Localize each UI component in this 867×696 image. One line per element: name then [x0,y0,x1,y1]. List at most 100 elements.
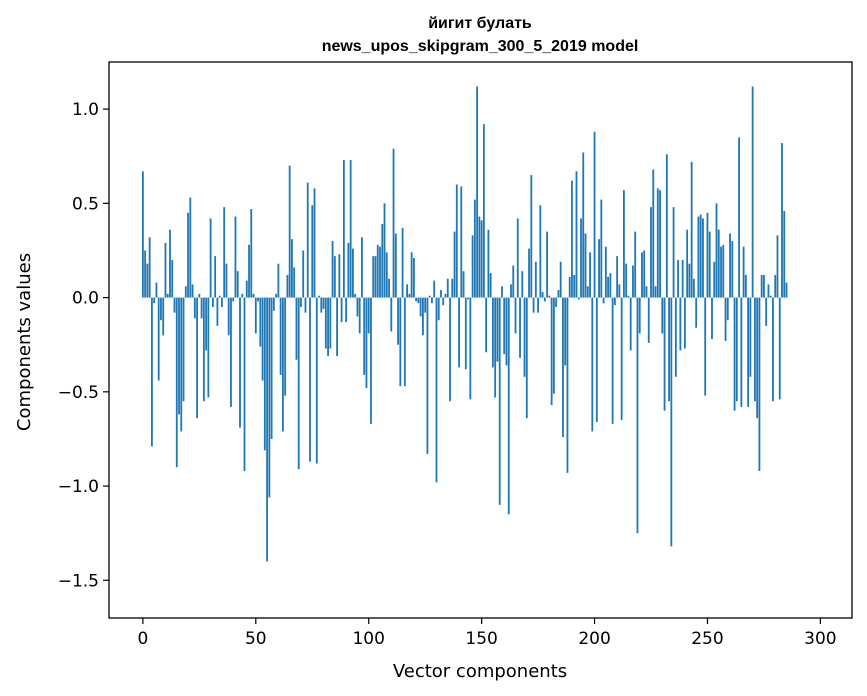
bar-214 [625,263,628,298]
bar-95 [356,297,359,317]
bar-199 [591,297,594,432]
bar-135 [446,278,449,298]
bar-173 [532,297,535,313]
bar-178 [543,297,546,302]
bar-146 [471,235,474,298]
bar-128 [431,297,433,304]
bar-89 [342,160,345,298]
bar-281 [776,235,779,298]
bar-204 [602,297,605,304]
bar-217 [632,265,634,298]
bar-114 [399,297,402,387]
bar-211 [618,284,621,298]
bar-261 [731,241,734,298]
bar-65 [288,165,291,298]
bar-20 [187,212,189,298]
bar-275 [763,274,765,298]
bar-170 [525,297,528,419]
bar-137 [451,278,454,298]
bar-66 [291,239,293,298]
bar-242 [688,263,691,298]
bar-73 [306,182,309,298]
bar-116 [403,297,406,387]
bar-101 [370,297,372,424]
y-tick-label: −1.5 [58,571,99,591]
bar-51 [257,297,259,302]
bar-257 [722,244,725,298]
bar-32 [214,256,217,298]
bar-21 [189,197,192,298]
bar-226 [652,169,655,298]
bar-109 [388,278,390,298]
y-tick-label: −0.5 [58,383,99,403]
bar-163 [510,284,512,298]
x-tick-label: 200 [578,629,610,649]
bar-112 [394,233,397,298]
bar-48 [250,209,253,298]
bar-249 [704,297,707,396]
bar-33 [216,297,219,326]
bar-247 [699,214,702,298]
bar-118 [408,293,411,298]
bar-100 [367,297,370,334]
bar-60 [277,263,280,298]
bar-124 [422,297,424,336]
x-tick-label: 150 [465,629,497,649]
chart-subtitle: news_upos_skipgram_300_5_2019 model [322,38,639,55]
bar-97 [361,237,363,298]
bar-134 [444,293,447,298]
bar-195 [582,152,585,298]
bar-148 [476,86,479,298]
bar-87 [338,254,341,298]
bar-88 [340,297,343,323]
bar-93 [352,248,354,298]
bar-259 [726,297,729,321]
bar-35 [221,297,223,308]
bar-119 [410,252,413,298]
bar-130 [435,297,438,483]
bar-110 [390,297,393,332]
bar-140 [458,297,460,368]
bar-79 [320,297,323,313]
bar-84 [331,241,334,298]
bar-243 [690,161,693,298]
x-tick-label: 250 [691,629,723,649]
bar-200 [593,131,596,298]
bar-68 [295,297,298,360]
bar-44 [241,293,244,298]
bar-6 [155,282,158,298]
bar-206 [607,276,609,298]
x-tick-label: 0 [137,629,148,649]
bar-71 [302,250,305,298]
bar-230 [661,297,664,334]
bar-274 [760,274,763,298]
bar-207 [609,273,612,298]
bar-186 [562,297,564,438]
bar-162 [507,297,510,515]
bar-80 [322,297,325,309]
bar-223 [645,286,648,298]
bar-125 [424,297,427,313]
bar-151 [482,124,485,298]
bar-81 [324,297,327,349]
bar-188 [566,297,569,473]
bar-1 [144,250,147,298]
bar-224 [647,297,650,343]
bar-216 [629,297,632,351]
bar-184 [557,290,560,298]
bar-175 [537,297,539,313]
bar-91 [347,242,350,298]
bar-266 [742,246,745,298]
bar-138 [453,231,456,298]
bar-139 [455,184,458,298]
x-tick-label: 50 [245,629,267,649]
bars-group [141,86,788,562]
bar-45 [243,297,246,471]
bar-82 [327,297,329,357]
y-axis: −1.5 −1.0 −0.5 0.0 0.5 1.0 [58,100,109,591]
bar-46 [245,280,248,298]
bar-232 [665,154,668,298]
bar-282 [778,297,781,400]
bar-49 [252,293,255,298]
bar-69 [297,297,300,470]
